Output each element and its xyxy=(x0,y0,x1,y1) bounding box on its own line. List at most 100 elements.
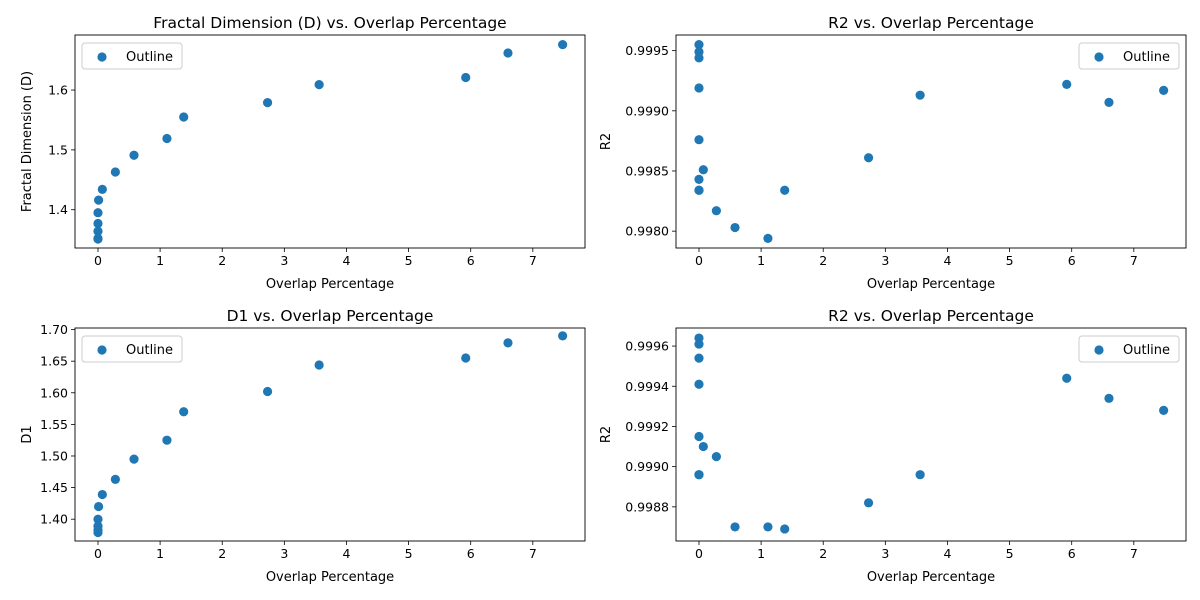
x-tick-label: 4 xyxy=(943,546,951,561)
data-point xyxy=(461,72,471,83)
legend-marker xyxy=(1094,345,1104,355)
data-point xyxy=(730,222,740,233)
x-tick-label: 0 xyxy=(695,546,703,561)
y-tick-label: 1.4 xyxy=(48,202,68,217)
x-tick-label: 7 xyxy=(1130,546,1138,561)
legend-box xyxy=(81,335,183,363)
plot-frame xyxy=(675,34,1187,249)
data-point xyxy=(698,441,708,452)
data-point xyxy=(558,331,568,341)
data-point xyxy=(694,353,704,363)
x-tick-label: 5 xyxy=(405,546,413,561)
data-point xyxy=(1159,405,1169,415)
x-tick-label: 4 xyxy=(342,253,350,268)
x-tick-label: 1 xyxy=(757,546,765,561)
chart-panel-3: D1 vs. Overlap Percentage 0 1 2 3 4 5 6 7 1.40 1.4… xyxy=(20,307,586,585)
data-point xyxy=(694,470,704,480)
x-axis-label: Overlap Percentage xyxy=(867,277,995,292)
data-point xyxy=(262,98,273,108)
legend-label: Outline xyxy=(126,343,173,358)
data-point xyxy=(110,167,120,177)
x-tick-label: 2 xyxy=(819,546,827,561)
x-tick-label: 0 xyxy=(695,253,703,268)
x-axis-label: Overlap Percentage xyxy=(266,277,394,292)
y-tick-label: 0.9995 xyxy=(625,43,669,58)
x-tick-label: 3 xyxy=(881,546,889,561)
x-tick-label: 7 xyxy=(529,546,537,561)
x-axis-label: Overlap Percentage xyxy=(867,570,995,585)
data-point xyxy=(694,379,704,389)
data-point xyxy=(1104,393,1114,403)
legend-marker xyxy=(97,52,107,62)
data-point xyxy=(1159,85,1169,95)
data-point xyxy=(558,39,568,50)
x-tick-label: 7 xyxy=(1130,253,1138,268)
x-tick-label: 6 xyxy=(1068,546,1076,561)
data-point xyxy=(1062,373,1072,383)
legend-marker xyxy=(97,345,107,355)
data-point xyxy=(93,208,103,218)
legend: Outline xyxy=(81,335,183,363)
legend: Outline xyxy=(81,42,183,70)
data-point xyxy=(694,339,704,349)
x-tick-label: 5 xyxy=(1006,546,1014,561)
data-point xyxy=(694,53,704,63)
legend: Outline xyxy=(1078,335,1180,363)
data-point xyxy=(162,435,172,445)
x-tick-label: 3 xyxy=(881,253,889,268)
y-tick-label: 1.60 xyxy=(40,385,68,400)
chart-title: D1 vs. Overlap Percentage xyxy=(227,307,434,325)
x-tick-label: 1 xyxy=(156,253,164,268)
data-point xyxy=(915,90,925,100)
data-point xyxy=(863,153,874,163)
x-tick-label: 6 xyxy=(467,253,475,268)
y-tick-label: 0.9992 xyxy=(625,419,669,434)
data-point xyxy=(93,514,103,524)
legend-box xyxy=(1078,335,1180,363)
data-point xyxy=(694,174,704,185)
y-tick-label: 1.45 xyxy=(40,480,68,495)
data-point xyxy=(94,195,104,205)
data-point xyxy=(97,489,107,500)
data-point xyxy=(179,407,189,417)
y-axis-label: Fractal Dimension (D) xyxy=(20,71,35,212)
plot-frame xyxy=(675,327,1187,542)
chart-panel-4: R2 vs. Overlap Percentage 0 1 2 3 4 5 6 7 0.9988 0… xyxy=(599,307,1187,585)
data-point xyxy=(763,522,773,532)
legend-label: Outline xyxy=(126,50,173,65)
y-tick-label: 1.50 xyxy=(40,448,68,463)
data-point xyxy=(162,133,172,144)
data-point xyxy=(780,185,790,195)
data-point xyxy=(694,185,704,195)
data-point xyxy=(698,165,708,175)
legend-marker xyxy=(1094,52,1104,62)
data-point xyxy=(179,112,189,122)
data-point xyxy=(262,386,273,397)
y-tick-label: 0.9985 xyxy=(625,163,669,178)
x-tick-label: 6 xyxy=(1068,253,1076,268)
y-tick-label: 1.55 xyxy=(40,417,68,432)
x-tick-label: 4 xyxy=(342,546,350,561)
y-tick-label: 0.9988 xyxy=(625,499,669,514)
chart-panel-2: R2 vs. Overlap Percentage 0 1 2 3 4 5 6 7 0.9980 0… xyxy=(599,14,1187,292)
data-point xyxy=(93,226,103,236)
y-tick-label: 0.9990 xyxy=(625,459,669,474)
data-point xyxy=(461,353,471,363)
x-tick-label: 2 xyxy=(819,253,827,268)
y-tick-label: 1.65 xyxy=(40,354,68,369)
x-tick-label: 5 xyxy=(1006,253,1014,268)
legend-label: Outline xyxy=(1123,50,1170,65)
data-point xyxy=(694,135,704,145)
data-point xyxy=(93,521,103,531)
data-point xyxy=(711,452,721,462)
x-tick-label: 2 xyxy=(218,253,226,268)
y-axis-label: R2 xyxy=(599,426,614,443)
y-tick-label: 1.40 xyxy=(40,512,68,527)
x-tick-label: 0 xyxy=(94,253,102,268)
data-point xyxy=(1104,97,1114,107)
y-tick-label: 0.9994 xyxy=(625,379,669,394)
data-point xyxy=(711,206,721,216)
x-tick-label: 5 xyxy=(405,253,413,268)
y-tick-label: 1.6 xyxy=(48,83,68,98)
x-tick-label: 3 xyxy=(280,253,288,268)
